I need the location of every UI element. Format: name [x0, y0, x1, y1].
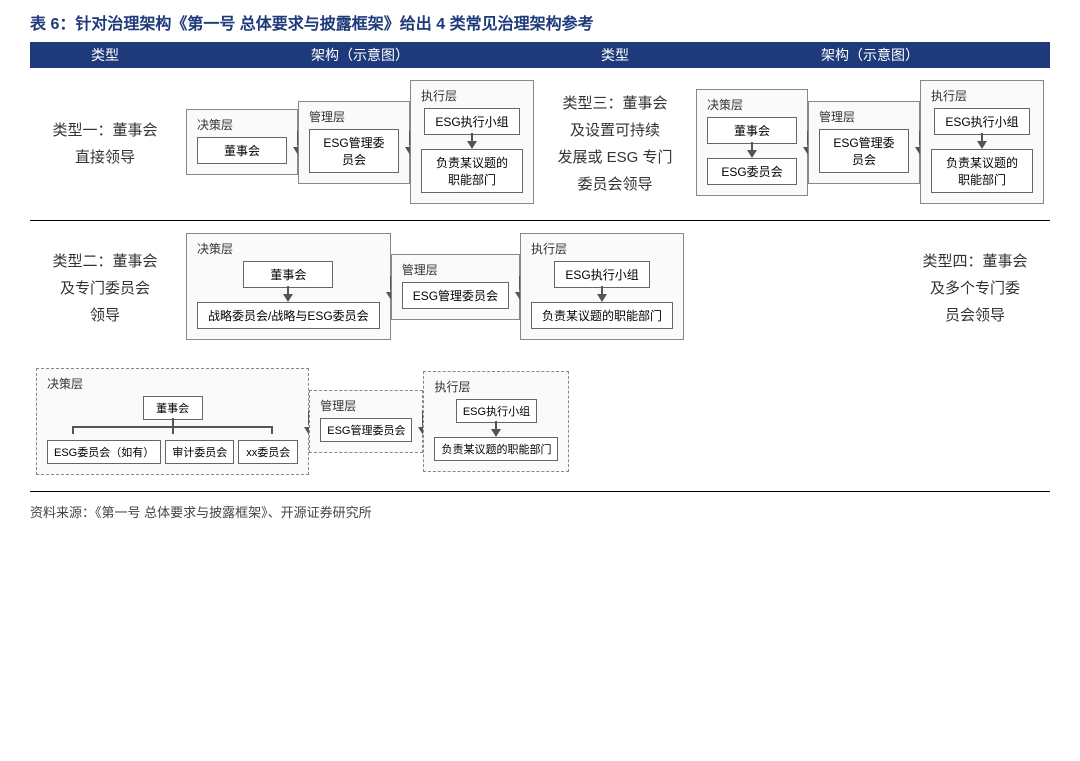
layer-box: 决策层董事会战略委员会/战略与ESG委员会 — [186, 233, 391, 340]
type-label-line: 类型二：董事会 — [52, 248, 157, 275]
org-node: ESG管理委员会 — [402, 282, 509, 309]
org-node: 负责某议题的职能部门 — [434, 437, 558, 461]
layer-label: 管理层 — [819, 108, 909, 125]
type-label-line: 领导 — [90, 302, 120, 329]
org-node: 负责某议题的职能部门 — [531, 302, 673, 329]
org-node: 负责某议题的职能部门 — [931, 149, 1033, 193]
org-node: ESG管理委员会 — [819, 129, 909, 173]
org-node: 负责某议题的职能部门 — [421, 149, 523, 193]
org-node: ESG执行小组 — [424, 108, 519, 135]
type-label-line: 及设置可持续 — [570, 117, 660, 144]
layer-box: 执行层 ESG执行小组负责某议题的职能部门 — [423, 371, 569, 472]
header-row: 类型 架构（示意图） 类型 架构（示意图） — [30, 42, 1050, 68]
layer-box: 执行层 ESG执行小组负责某议题的职能部门 — [520, 233, 684, 340]
arrow-down-icon — [531, 288, 673, 302]
source-text: 资料来源：《第一号 总体要求与披露框架》、开源证券研究所 — [30, 502, 1050, 521]
layer-label: 决策层 — [47, 375, 298, 392]
arrow-down-icon — [707, 144, 797, 158]
layer-label: 决策层 — [197, 240, 380, 257]
layer-box: 执行层 ESG执行小组负责某议题的职能部门 — [920, 80, 1044, 204]
header-type-2: 类型 — [540, 45, 690, 65]
type1-diagram: 决策层董事会管理层ESG管理委员会执行层ESG执行小组负责某议题的职能部门 — [180, 68, 540, 221]
org-node: ESG委员会 — [707, 158, 797, 185]
org-node: xx委员会 — [238, 440, 298, 464]
layer-label: 执行层 — [931, 87, 1033, 104]
arrow-down-icon — [421, 135, 523, 149]
layer-box: 决策层董事会 — [186, 109, 298, 175]
org-node: ESG执行小组 — [934, 108, 1029, 135]
layer-label: 执行层 — [421, 87, 523, 104]
layer-label: 执行层 — [531, 240, 673, 257]
type3-label: 类型三：董事会及设置可持续发展或 ESG 专门委员会领导 — [540, 68, 690, 221]
layer-label: 决策层 — [197, 116, 287, 133]
type-label-line: 类型四：董事会 — [922, 248, 1027, 275]
org-node: 董事会 — [243, 261, 333, 288]
layer-box: 管理层 ESG管理委员会 — [391, 254, 520, 320]
branch-connector-icon — [47, 422, 298, 436]
layer-box: 执行层 ESG执行小组负责某议题的职能部门 — [410, 80, 534, 204]
layer-box: 管理层 ESG管理委员会 — [309, 390, 423, 453]
layer-label: 执行层 — [434, 378, 558, 395]
type3-diagram: 决策层董事会 ESG委员会 管理层 ESG管理委员会 执行层 ESG执行小组负责某议题的职… — [690, 68, 1050, 221]
layer-box: 决策层董事会 ESG委员会（如有）审计委员会xx委员会 — [36, 368, 309, 475]
type4-label: 类型四：董事会及多个专门委员会领导 — [900, 221, 1050, 356]
type-label-line: 委员会领导 — [577, 171, 652, 198]
arrow-down-icon — [197, 288, 380, 302]
content-grid: 类型一：董事会直接领导 决策层董事会管理层ESG管理委员会执行层ESG执行小组负… — [30, 68, 1050, 492]
type4-diagram: 决策层董事会ESG委员会（如有）审计委员会xx委员会管理层ESG管理委员会执行层… — [30, 356, 1050, 491]
type-label-line: 发展或 ESG 专门 — [557, 144, 672, 171]
org-node: ESG执行小组 — [456, 399, 537, 423]
layer-label: 管理层 — [320, 397, 412, 414]
type-label-line: 类型一：董事会 — [52, 117, 157, 144]
table-title: 表 6：针对治理架构《第一号 总体要求与披露框架》给出 4 类常见治理架构参考 — [30, 10, 1050, 34]
org-node: ESG委员会（如有） — [47, 440, 161, 464]
org-node: 战略委员会/战略与ESG委员会 — [197, 302, 380, 329]
org-node: ESG管理委员会 — [309, 129, 399, 173]
layer-box: 管理层 ESG管理委员会 — [808, 101, 920, 184]
org-node: ESG执行小组 — [554, 261, 649, 288]
arrow-down-icon — [931, 135, 1033, 149]
branch-row: ESG委员会（如有）审计委员会xx委员会 — [47, 440, 298, 464]
type-label-line: 及专门委员会 — [60, 275, 150, 302]
header-diagram-1: 架构（示意图） — [180, 45, 540, 65]
org-node: 董事会 — [143, 396, 203, 420]
header-diagram-2: 架构（示意图） — [690, 45, 1050, 65]
layer-label: 管理层 — [402, 261, 509, 278]
layer-box: 决策层董事会 ESG委员会 — [696, 89, 808, 196]
type2-diagram: 决策层董事会战略委员会/战略与ESG委员会管理层ESG管理委员会执行层ESG执行… — [180, 221, 900, 356]
layer-label: 决策层 — [707, 96, 797, 113]
type-label-line: 及多个专门委 — [930, 275, 1020, 302]
arrow-down-icon — [434, 423, 558, 437]
org-node: 审计委员会 — [165, 440, 234, 464]
header-type-1: 类型 — [30, 45, 180, 65]
org-node: 董事会 — [707, 117, 797, 144]
org-node: 董事会 — [197, 137, 287, 164]
type2-label: 类型二：董事会及专门委员会领导 — [30, 221, 180, 356]
layer-label: 管理层 — [309, 108, 399, 125]
layer-box: 管理层 ESG管理委员会 — [298, 101, 410, 184]
type-label-line: 直接领导 — [75, 144, 135, 171]
type1-label: 类型一：董事会直接领导 — [30, 68, 180, 221]
type-label-line: 员会领导 — [945, 302, 1005, 329]
type-label-line: 类型三：董事会 — [562, 90, 667, 117]
org-node: ESG管理委员会 — [320, 418, 412, 442]
